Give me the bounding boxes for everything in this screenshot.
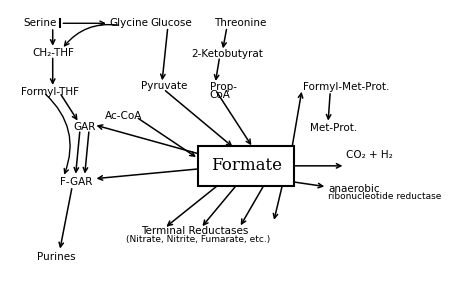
Text: Serine: Serine: [23, 18, 56, 28]
Text: Formyl-THF: Formyl-THF: [21, 87, 79, 98]
FancyBboxPatch shape: [198, 146, 294, 186]
Text: Threonine: Threonine: [214, 18, 266, 28]
Text: CH₂-THF: CH₂-THF: [32, 48, 74, 58]
Text: CoA: CoA: [210, 90, 230, 100]
Text: Prop-: Prop-: [210, 82, 237, 92]
Text: Glucose: Glucose: [151, 18, 192, 28]
Text: GAR: GAR: [73, 122, 96, 132]
Text: Ac-CoA: Ac-CoA: [105, 111, 142, 121]
Text: Met-Prot.: Met-Prot.: [310, 123, 357, 134]
Text: Formate: Formate: [210, 157, 282, 174]
Text: ribonucleotide reductase: ribonucleotide reductase: [328, 192, 441, 201]
Text: 2-Ketobutyrat: 2-Ketobutyrat: [191, 49, 264, 58]
Text: F-GAR: F-GAR: [60, 177, 92, 187]
Text: Terminal Reductases: Terminal Reductases: [141, 226, 249, 236]
Text: Formyl-Met-Prot.: Formyl-Met-Prot.: [303, 82, 389, 92]
Text: CO₂ + H₂: CO₂ + H₂: [346, 150, 393, 160]
Text: Pyruvate: Pyruvate: [140, 81, 187, 91]
Text: Purines: Purines: [37, 252, 75, 262]
Text: anaerobic: anaerobic: [328, 184, 380, 194]
Text: (Nitrate, Nitrite, Fumarate, etc.): (Nitrate, Nitrite, Fumarate, etc.): [126, 236, 270, 244]
Text: Glycine: Glycine: [109, 18, 148, 28]
